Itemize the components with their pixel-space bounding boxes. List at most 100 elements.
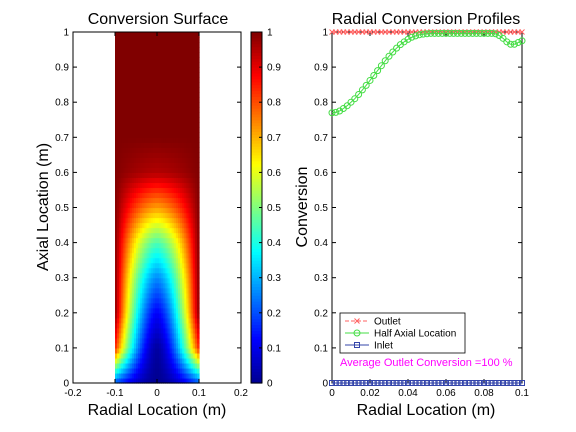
heatmap-cell: [194, 297, 198, 304]
heatmap-cell: [165, 227, 169, 234]
heatmap-cell: [115, 82, 118, 88]
heatmap-cell: [146, 232, 150, 239]
heatmap-cell: [144, 37, 148, 43]
heatmap-cell: [148, 137, 152, 143]
heatmap-cell: [144, 62, 148, 68]
heatmap-cell: [121, 127, 124, 133]
heatmap-cell: [186, 217, 190, 224]
heatmap-cell: [154, 287, 158, 294]
heatmap-cell: [184, 117, 187, 123]
heatmap-cell: [127, 237, 131, 244]
heatmap-cell: [169, 237, 173, 244]
data-point: [450, 380, 457, 386]
heatmap-cell: [133, 297, 137, 304]
heatmap-cell: [190, 227, 194, 234]
heatmap-cell: [150, 162, 154, 168]
heatmap-cell: [180, 292, 183, 299]
heatmap-cell: [136, 132, 139, 138]
heatmap-cell: [133, 152, 137, 158]
heatmap-cell: [140, 197, 143, 204]
heatmap-cell: [150, 212, 154, 219]
heatmap-cell: [146, 192, 150, 199]
heatmap-cell: [186, 42, 190, 48]
heatmap-cell: [173, 152, 177, 158]
heatmap-cell: [117, 62, 120, 68]
heatmap-cell: [163, 162, 166, 168]
heatmap-cell: [146, 47, 150, 53]
heatmap-cell: [136, 137, 139, 143]
heatmap-cell: [127, 152, 131, 158]
heatmap-cell: [186, 187, 190, 194]
heatmap-cell: [192, 347, 196, 354]
heatmap-cell: [171, 212, 175, 219]
heatmap-cell: [194, 82, 198, 88]
heatmap-cell: [186, 127, 190, 133]
heatmap-cell: [146, 372, 150, 379]
heatmap-cell: [165, 362, 169, 369]
heatmap-cell: [152, 117, 156, 123]
heatmap-cell: [159, 377, 162, 384]
heatmap-cell: [140, 127, 143, 133]
heatmap-cell: [127, 117, 131, 123]
heatmap-cell: [178, 327, 181, 334]
heatmap-cell: [194, 162, 198, 168]
heatmap-cell: [182, 262, 185, 269]
heatmap-cell: [182, 182, 185, 189]
x-tick-label: 0.2: [234, 388, 248, 399]
heatmap-cell: [171, 152, 175, 158]
heatmap-cell: [184, 217, 187, 224]
heatmap-cell: [119, 347, 122, 354]
heatmap-cell: [142, 197, 145, 204]
heatmap-cell: [159, 302, 162, 309]
heatmap-cell: [186, 297, 190, 304]
heatmap-cell: [150, 202, 154, 209]
heatmap-cell: [119, 217, 122, 224]
heatmap-cell: [115, 352, 118, 359]
heatmap-cell: [152, 377, 156, 384]
heatmap-cell: [125, 137, 129, 143]
heatmap-cell: [115, 342, 118, 349]
heatmap-cell: [167, 207, 171, 214]
heatmap-cell: [186, 292, 190, 299]
heatmap-cell: [121, 312, 124, 319]
heatmap-cell: [186, 57, 190, 63]
heatmap-cell: [173, 212, 177, 219]
heatmap-cell: [123, 257, 127, 264]
heatmap-cell: [182, 82, 185, 88]
heatmap-cell: [188, 237, 192, 244]
heatmap-cell: [146, 97, 150, 103]
colorbar-segment: [251, 266, 262, 270]
heatmap-cell: [163, 212, 166, 219]
heatmap-cell: [125, 322, 129, 329]
heatmap-cell: [133, 192, 137, 199]
heatmap-cell: [182, 292, 185, 299]
heatmap-cell: [138, 167, 141, 173]
heatmap-cell: [119, 67, 122, 73]
heatmap-cell: [123, 367, 127, 374]
heatmap-cell: [175, 202, 179, 209]
heatmap-cell: [142, 297, 145, 304]
heatmap-cell: [171, 277, 175, 284]
heatmap-cell: [123, 32, 127, 38]
heatmap-cell: [121, 207, 124, 214]
heatmap-cell: [129, 107, 133, 113]
heatmap-cell: [154, 172, 158, 179]
heatmap-cell: [182, 307, 185, 314]
heatmap-cell: [194, 87, 198, 93]
heatmap-cell: [146, 57, 150, 63]
heatmap-cell: [115, 47, 118, 53]
heatmap-cell: [142, 167, 145, 173]
heatmap-cell: [125, 192, 129, 199]
heatmap-cell: [157, 257, 160, 264]
heatmap-cell: [154, 182, 158, 189]
heatmap-cell: [161, 317, 164, 324]
heatmap-cell: [119, 357, 122, 364]
heatmap-cell: [182, 217, 185, 224]
heatmap-cell: [159, 162, 162, 168]
heatmap-cell: [131, 322, 135, 329]
heatmap-cell: [167, 167, 171, 173]
heatmap-cell: [163, 252, 166, 259]
heatmap-cell: [188, 107, 192, 113]
heatmap-cell: [161, 72, 164, 78]
heatmap-cell: [171, 97, 175, 103]
